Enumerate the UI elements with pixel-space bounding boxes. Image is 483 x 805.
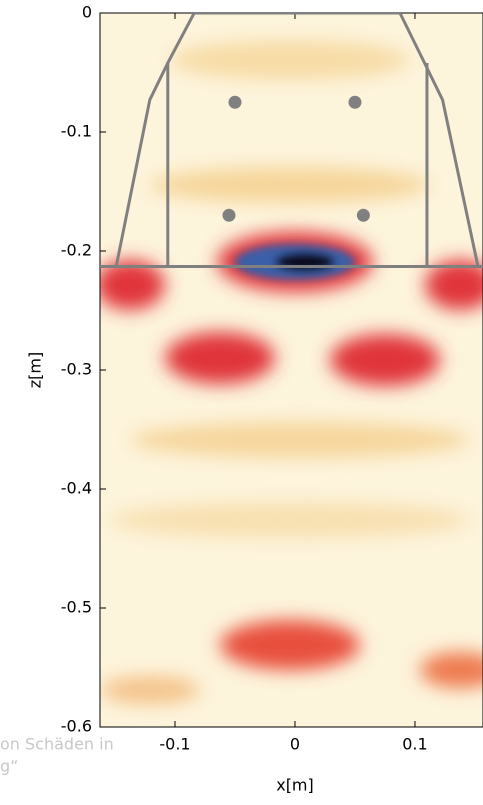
point: [356, 208, 370, 222]
background-text: on Schäden in: [0, 735, 114, 754]
heatmap-blob: [425, 260, 483, 310]
y-tick-label: -0.2: [61, 241, 92, 260]
y-tick-label: 0: [82, 3, 92, 22]
y-tick-label: -0.4: [61, 479, 92, 498]
point: [222, 208, 236, 222]
heatmap-blob: [165, 332, 275, 384]
heatmap-blob: [275, 252, 335, 272]
heatmap-blob: [150, 167, 430, 203]
y-tick-label: -0.6: [61, 717, 92, 736]
heatmap-blob: [420, 652, 483, 688]
heatmap: [100, 13, 483, 727]
x-tick-label: -0.1: [159, 735, 190, 754]
background-text: g“: [0, 757, 18, 776]
heatmap-blob: [330, 334, 440, 386]
y-axis-label: z[m]: [26, 352, 45, 388]
y-tick-label: -0.1: [61, 122, 92, 141]
heatmap-blob: [130, 422, 470, 458]
overlay: [100, 13, 483, 268]
outline-line: [166, 62, 429, 267]
heatmap-blob: [220, 620, 360, 670]
y-tick-label: -0.3: [61, 360, 92, 379]
heatmap-blob: [100, 676, 200, 704]
outline-line: [114, 13, 480, 267]
heatmap-blob: [100, 260, 165, 310]
heatmap-blob: [170, 40, 410, 80]
x-tick-label: 0: [290, 735, 300, 754]
x-axis-label: x[m]: [276, 776, 314, 795]
point: [228, 95, 242, 109]
heatmap-blob: [110, 502, 470, 538]
point: [348, 95, 362, 109]
x-tick-label: 0.1: [402, 735, 427, 754]
y-tick-label: -0.5: [61, 598, 92, 617]
